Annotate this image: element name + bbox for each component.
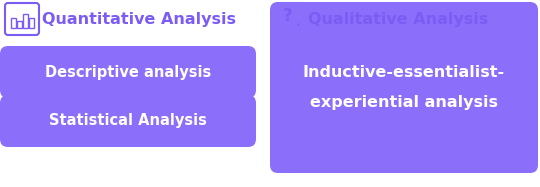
FancyBboxPatch shape [0,46,256,98]
FancyBboxPatch shape [0,95,256,147]
Text: Statistical Analysis: Statistical Analysis [49,114,207,128]
Text: Quantitative Analysis: Quantitative Analysis [42,11,236,27]
Text: Qualitative Analysis: Qualitative Analysis [308,11,488,27]
FancyBboxPatch shape [270,2,538,173]
Text: Inductive-essentialist-
experiential analysis: Inductive-essentialist- experiential ana… [303,65,505,110]
Text: Descriptive analysis: Descriptive analysis [45,65,211,79]
Text: ?: ? [283,7,293,25]
